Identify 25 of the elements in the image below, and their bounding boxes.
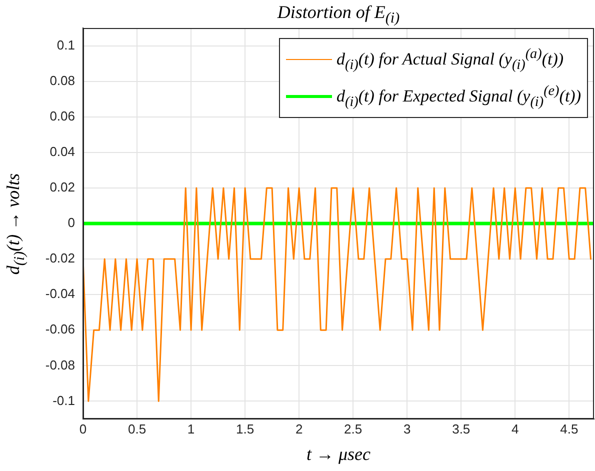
y-tick-label: 0.08 — [50, 72, 75, 88]
x-tick-label: 2 — [295, 421, 303, 436]
x-tick-label: 0.5 — [128, 421, 146, 436]
x-tick-label: 1 — [187, 421, 195, 436]
y-tick-label: 0.06 — [50, 108, 75, 124]
legend-label: d$_{(i)}$(t) for Actual Signal (y$_{(i)}$$^{(a)}$(t)) — [336, 45, 564, 76]
chart-title: Distortion of E$_{(i)}$ — [277, 2, 400, 28]
y-tick-label: 0.04 — [50, 144, 75, 159]
x-tick-label: 0 — [79, 421, 87, 436]
x-tick-label: 3.5 — [452, 421, 470, 436]
y-tick-label: 0.02 — [50, 180, 75, 195]
y-tick-label: -0.06 — [45, 322, 75, 337]
x-tick-label: 2.5 — [344, 421, 362, 436]
x-axis-title: t → μsec — [306, 444, 371, 465]
y-tick-label: 0.1 — [56, 37, 75, 52]
legend-label: d$_{(i)}$(t) for Expected Signal (y$_{(i)}$$^{(e)}$(t)) — [336, 82, 581, 112]
x-tick-label: 4 — [512, 421, 519, 436]
y-tick-label: -0.1 — [52, 392, 75, 408]
x-tick-label: 1.5 — [236, 421, 254, 436]
y-tick-label: 0 — [68, 215, 75, 230]
x-tick-label: 4.5 — [560, 421, 578, 436]
x-tick-label: 3 — [403, 421, 411, 436]
y-tick-label: -0.02 — [45, 250, 75, 266]
y-tick-label: -0.08 — [45, 357, 75, 372]
y-tick-label: -0.04 — [45, 286, 75, 302]
